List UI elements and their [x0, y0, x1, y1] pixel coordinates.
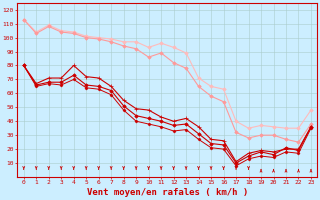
X-axis label: Vent moyen/en rafales ( km/h ): Vent moyen/en rafales ( km/h ) [87, 188, 248, 197]
